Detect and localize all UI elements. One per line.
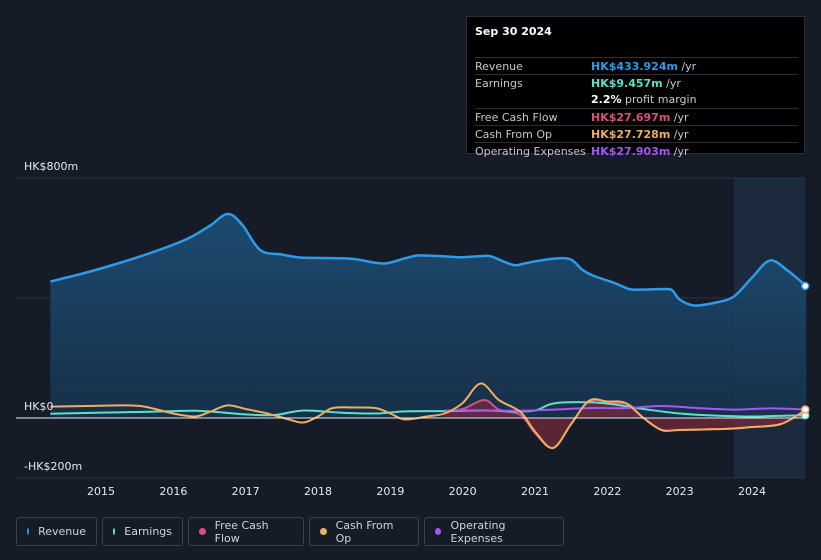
tooltip-date: Sep 30 2024 xyxy=(475,25,552,38)
legend-cash-from-op[interactable]: Cash From Op xyxy=(309,517,419,546)
x-tick-label: 2021 xyxy=(521,485,549,498)
tooltip-row-operating-expenses: Operating Expenses HK$27.903m /yr xyxy=(475,142,798,159)
tooltip-unit: profit margin xyxy=(621,93,697,106)
revenue-end-point xyxy=(801,281,810,291)
free-cash-flow-area xyxy=(444,399,807,449)
tooltip-unit: /yr xyxy=(670,145,689,158)
legend-revenue[interactable]: Revenue xyxy=(16,517,97,546)
tooltip-value: HK$9.457m xyxy=(591,77,663,90)
tooltip-value: HK$433.924m xyxy=(591,60,678,73)
legend-label: Earnings xyxy=(124,525,172,538)
x-tick-label: 2024 xyxy=(738,485,766,498)
tooltip-label: Cash From Op xyxy=(475,128,553,141)
tooltip-label: Operating Expenses xyxy=(475,145,586,158)
tooltip-row-free-cash-flow: Free Cash Flow HK$27.697m /yr xyxy=(475,108,798,125)
cash-from-op-end-point xyxy=(801,405,810,414)
legend-label: Cash From Op xyxy=(335,518,394,545)
tooltip-unit: /yr xyxy=(677,60,697,73)
y-label-top: HK$800m xyxy=(24,160,78,173)
tooltip-unit: /yr xyxy=(670,128,689,141)
tooltip-row-cash-from-op: Cash From Op HK$27.728m /yr xyxy=(475,125,798,142)
tooltip-label: Revenue xyxy=(475,60,523,73)
tooltip-value: 2.2% xyxy=(591,93,622,106)
legend-dot-icon xyxy=(199,528,206,535)
tooltip-row-earnings: Earnings HK$9.457m /yr xyxy=(475,74,798,91)
x-tick-label: 2023 xyxy=(666,485,694,498)
tooltip-value: HK$27.903m xyxy=(591,145,671,158)
tooltip-value: HK$27.697m xyxy=(591,111,671,124)
x-tick-label: 2015 xyxy=(87,485,115,498)
x-tick-label: 2022 xyxy=(593,485,621,498)
legend-dot-icon xyxy=(27,528,30,535)
tooltip-row-revenue: Revenue HK$433.924m /yr xyxy=(475,57,798,74)
x-tick-label: 2017 xyxy=(232,485,260,498)
legend-label: Revenue xyxy=(38,525,86,538)
legend-free-cash-flow[interactable]: Free Cash Flow xyxy=(188,517,304,546)
series-layer xyxy=(16,212,810,450)
legend-dot-icon xyxy=(113,528,116,535)
y-axis: HK$800m HK$0 -HK$200m xyxy=(24,160,82,473)
cash-from-op-line xyxy=(50,382,807,450)
legend-label: Operating Expenses xyxy=(450,518,506,545)
y-label-zero: HK$0 xyxy=(24,400,53,413)
y-label-bottom: -HK$200m xyxy=(24,460,82,473)
tooltip-value: HK$27.728m xyxy=(591,128,671,141)
revenue-line xyxy=(50,212,808,307)
tooltip-label: Free Cash Flow xyxy=(475,111,558,124)
revenue-area xyxy=(50,213,807,418)
x-tick-label: 2018 xyxy=(304,485,332,498)
tooltip-unit: /yr xyxy=(662,77,681,90)
legend-label: Free Cash Flow xyxy=(214,518,269,545)
legend-dot-icon xyxy=(320,528,327,535)
legend-operating-expenses[interactable]: Operating Expenses xyxy=(424,517,564,546)
x-tick-label: 2020 xyxy=(449,485,477,498)
tooltip-label: Earnings xyxy=(475,77,523,90)
operating-expenses-line xyxy=(444,405,807,412)
legend-dot-icon xyxy=(435,528,442,535)
tooltip-panel: Sep 30 2024 Revenue HK$433.924m /yr Earn… xyxy=(466,16,805,158)
legend-earnings[interactable]: Earnings xyxy=(102,517,183,546)
tooltip-row-margin: 2.2% profit margin xyxy=(475,91,798,108)
x-tick-label: 2019 xyxy=(376,485,404,498)
x-tick-label: 2016 xyxy=(159,485,187,498)
x-axis: 2015 2016 2017 2018 2019 2020 2021 2022 2023 2024 xyxy=(87,485,766,498)
tooltip-unit: /yr xyxy=(670,111,689,124)
